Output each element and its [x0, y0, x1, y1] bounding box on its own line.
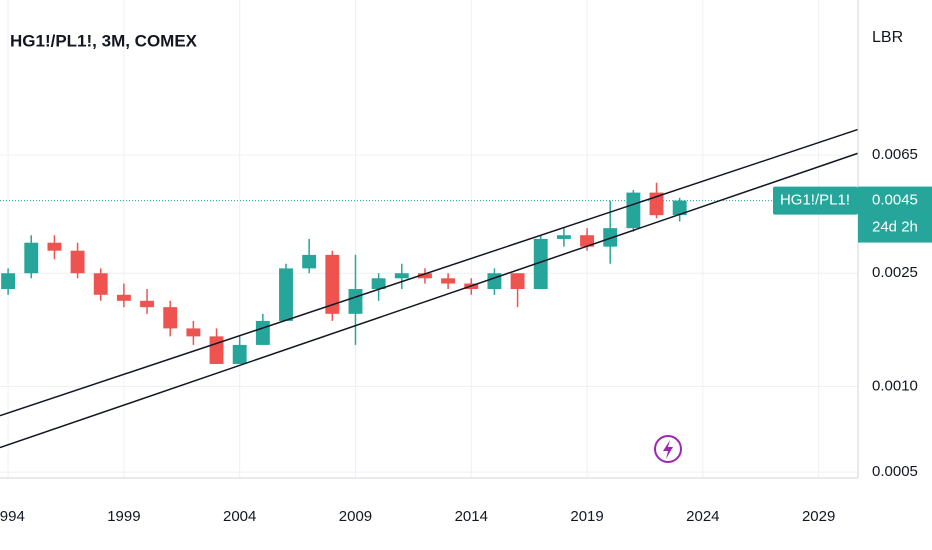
candle-body — [116, 294, 131, 301]
countdown-label: 24d 2h — [872, 219, 918, 236]
symbol-label-box — [773, 186, 858, 215]
x-tick-label: 2024 — [686, 508, 719, 525]
candle-body — [209, 336, 224, 364]
candle-body — [70, 250, 85, 274]
candle-body — [510, 273, 525, 290]
chart-title: HG1!/PL1!, 3M, COMEX — [10, 31, 198, 50]
symbol-label: HG1!/PL1! — [780, 192, 850, 209]
y-tick-label: 0.0005 — [872, 463, 918, 480]
candle-body — [580, 235, 594, 247]
price-label: 0.0045 — [872, 192, 918, 209]
alert-icon[interactable] — [654, 435, 682, 463]
candle-body — [672, 200, 687, 216]
y-tick-label: 0.0065 — [872, 146, 918, 163]
y-tick-label: 0.0025 — [872, 264, 918, 281]
scale-label: LBR — [872, 29, 903, 46]
candle-body — [394, 273, 409, 279]
candle-body — [325, 254, 340, 314]
x-tick-label: 2009 — [339, 508, 372, 525]
candle-body — [279, 268, 293, 321]
candle-body — [93, 273, 108, 295]
trend-line — [0, 152, 859, 449]
plot-area — [0, 0, 859, 478]
x-tick-label: 2014 — [455, 508, 488, 525]
candle-body — [24, 242, 39, 274]
candle-body — [1, 273, 16, 290]
candle-body — [163, 307, 178, 329]
price-label-box — [858, 186, 932, 243]
candle-body — [255, 320, 270, 345]
candle-body — [47, 242, 62, 251]
trend-line — [0, 128, 859, 417]
candle-body — [348, 289, 363, 314]
candle-body — [140, 300, 154, 308]
x-tick-label: 2004 — [223, 508, 256, 525]
x-tick-label: 2029 — [802, 508, 835, 525]
x-tick-label: 1994 — [0, 508, 25, 525]
y-tick-label: 0.0010 — [872, 377, 918, 394]
x-tick-label: 1999 — [107, 508, 140, 525]
candle-body — [186, 328, 201, 337]
candle-body — [418, 273, 432, 279]
candle-body — [441, 278, 456, 284]
candle-body — [302, 254, 317, 269]
candle-body — [232, 344, 247, 364]
candle-body — [533, 238, 548, 290]
candle-body — [603, 228, 618, 247]
candle-body — [626, 192, 641, 229]
x-tick-label: 2019 — [570, 508, 603, 525]
candle-body — [556, 235, 571, 239]
candle-body — [371, 278, 386, 290]
